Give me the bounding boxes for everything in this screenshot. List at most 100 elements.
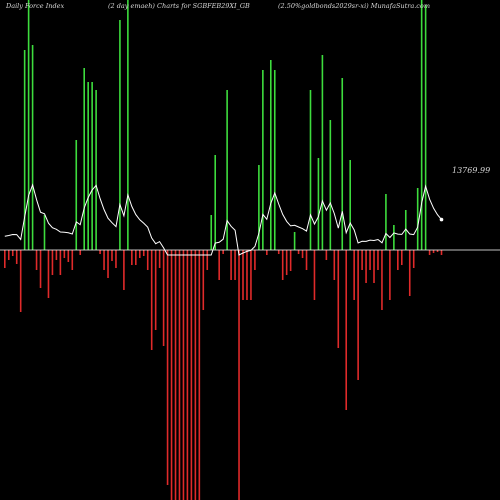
force-bar — [313, 250, 316, 300]
force-bar — [365, 250, 367, 283]
force-bar — [428, 250, 431, 255]
force-bar — [266, 250, 268, 255]
force-bar — [369, 250, 371, 270]
force-bar — [194, 250, 197, 500]
force-bar — [289, 250, 292, 271]
force-bar — [79, 250, 82, 255]
force-bar — [107, 250, 109, 278]
force-bar — [416, 188, 419, 250]
force-bar — [404, 210, 407, 250]
force-bar — [321, 55, 324, 250]
force-bar — [115, 250, 117, 268]
force-bar — [285, 250, 288, 275]
force-bar — [51, 250, 54, 275]
force-bar — [67, 250, 70, 262]
force-bar — [91, 82, 93, 250]
force-bar — [19, 250, 22, 312]
force-bar — [408, 250, 411, 296]
force-bar — [246, 250, 248, 300]
force-bar — [250, 250, 252, 300]
force-bar — [214, 155, 217, 250]
force-bar — [317, 158, 320, 250]
force-bar — [281, 250, 284, 280]
force-bar — [178, 250, 181, 500]
force-bar — [337, 250, 340, 348]
force-bar — [269, 60, 272, 250]
force-bar — [135, 250, 137, 265]
force-bar — [345, 250, 348, 410]
ema-line — [4, 183, 442, 256]
force-bar — [357, 250, 359, 380]
force-bar — [138, 250, 141, 258]
force-bar — [99, 250, 101, 254]
force-bar — [262, 70, 264, 250]
force-bar — [158, 250, 161, 268]
chart-header-left: Daily Force Index — [5, 2, 64, 10]
force-bar — [309, 90, 312, 250]
force-bar — [349, 160, 351, 250]
force-bar — [31, 45, 34, 250]
force-bar — [254, 250, 256, 270]
force-bar — [440, 250, 443, 255]
force-bar — [301, 250, 304, 258]
force-bar — [150, 250, 153, 350]
force-bar — [389, 250, 391, 300]
force-bar — [397, 250, 399, 270]
force-bar — [210, 215, 213, 250]
force-bar — [206, 250, 209, 270]
force-bar — [71, 250, 74, 270]
force-bar — [154, 250, 157, 330]
force-bar — [238, 250, 240, 500]
force-bar — [401, 250, 403, 265]
force-bar — [412, 250, 415, 268]
force-bar — [361, 250, 363, 270]
force-bar — [436, 250, 439, 252]
force-bar — [222, 250, 224, 254]
force-bar — [325, 250, 328, 260]
force-bar — [381, 250, 383, 310]
force-bar — [305, 250, 308, 270]
bar-series — [4, 0, 443, 500]
force-bar — [23, 50, 26, 250]
force-bar — [341, 78, 344, 250]
chart-header-right: (2.50%goldbonds2029sr-xi) MunafaSutra.co… — [278, 2, 430, 10]
force-bar — [230, 250, 232, 280]
force-bar — [27, 0, 30, 250]
force-bar — [420, 0, 423, 250]
chart-header-center: (2 day emaeh) Charts for SGBFEB29XI_GB — [108, 2, 250, 10]
force-bar — [353, 250, 355, 300]
force-bar — [234, 250, 236, 280]
force-bar — [385, 194, 387, 250]
force-bar — [47, 250, 50, 298]
force-bar — [218, 250, 220, 280]
force-bar — [39, 250, 42, 288]
force-bar — [142, 250, 145, 256]
force-bar — [15, 250, 18, 264]
last-value-label: 13769.99 — [452, 166, 490, 175]
force-bar — [170, 250, 173, 500]
force-bar — [297, 250, 300, 254]
force-bar — [198, 250, 201, 500]
force-bar — [4, 250, 6, 268]
force-bar — [432, 250, 435, 253]
force-bar — [95, 90, 97, 250]
force-bar — [166, 250, 169, 485]
force-bar — [373, 250, 375, 283]
force-bar — [59, 250, 62, 275]
force-bar — [146, 250, 149, 270]
force-bar — [277, 250, 280, 254]
force-bar — [174, 250, 177, 500]
force-bar — [35, 250, 38, 270]
force-bar — [377, 250, 379, 270]
force-bar — [186, 250, 189, 500]
force-bar — [103, 250, 105, 270]
force-bar — [242, 250, 244, 300]
force-bar — [329, 120, 332, 250]
force-bar — [293, 232, 296, 250]
force-bar — [258, 165, 260, 250]
force-bar — [119, 20, 121, 250]
force-bar — [131, 250, 133, 265]
force-bar — [393, 225, 395, 250]
force-bar — [127, 0, 129, 250]
